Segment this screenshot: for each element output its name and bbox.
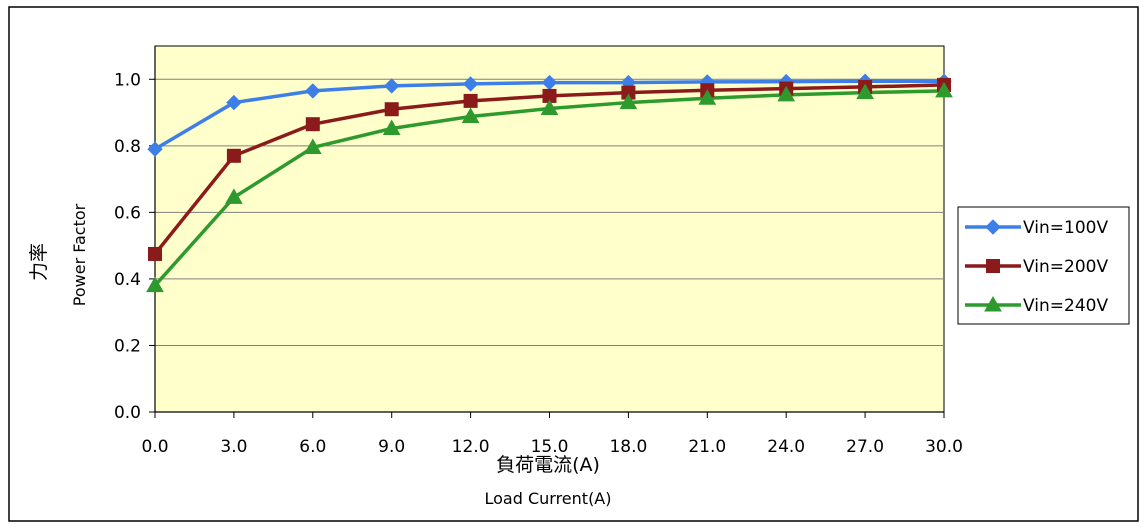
- x-tick-label: 3.0: [220, 437, 247, 457]
- data-point-series-3: [461, 107, 480, 124]
- y-tick-label: 0.0: [114, 403, 141, 423]
- y-tick-label: 0.2: [114, 336, 141, 356]
- data-point-series-3: [382, 119, 401, 136]
- data-point-series-1: [462, 76, 479, 92]
- data-point-series-3: [698, 89, 717, 105]
- legend: Vin=100V Vin=200V Vin=240V: [957, 206, 1130, 325]
- x-tick-label: 30.0: [925, 437, 963, 457]
- data-point-series-1: [383, 78, 400, 94]
- data-point-series-3: [146, 276, 164, 293]
- data-point-series-1: [305, 83, 321, 99]
- y-tick-labels: 0.0 0.2 0.4 0.6 0.8 1.0: [114, 70, 155, 423]
- data-point-series-2: [384, 102, 399, 117]
- legend-marker-3: [984, 295, 1002, 312]
- data-point-series-1: [226, 94, 242, 111]
- x-tick-label: 18.0: [609, 437, 647, 457]
- data-point-series-3: [303, 138, 322, 154]
- data-point-series-3: [856, 83, 874, 100]
- legend-marker-2: [986, 259, 1000, 273]
- x-tick-labels: 0.0 3.0 6.0 9.0 12.0 15.0 18.0 21.0 24.0 27.0 30.0: [141, 412, 963, 457]
- x-axis-title-en: Load Current(A): [485, 489, 612, 508]
- data-point-series-3: [777, 85, 796, 102]
- x-tick-label: 12.0: [452, 437, 490, 457]
- x-tick-label: 27.0: [846, 437, 884, 457]
- x-tick-label: 9.0: [378, 437, 405, 457]
- data-point-series-2: [463, 93, 478, 108]
- data-point-series-2: [226, 148, 241, 163]
- x-axis-title-jp: 負荷電流(A): [496, 454, 600, 476]
- data-point-series-3: [935, 81, 953, 98]
- y-axis-title-jp: 力率: [28, 243, 50, 281]
- x-tick-label: 21.0: [688, 437, 726, 457]
- data-point-series-3: [540, 99, 559, 116]
- y-tick-label: 0.4: [114, 270, 141, 290]
- data-point-series-3: [619, 93, 638, 110]
- legend-label-2: Vin=200V: [1023, 257, 1108, 277]
- legend-marker-1: [985, 219, 1001, 235]
- legend-label-3: Vin=240V: [1023, 296, 1108, 316]
- legend-label-1: Vin=100V: [1023, 218, 1108, 238]
- x-tick-label: 24.0: [767, 437, 805, 457]
- data-point-series-1: [147, 141, 163, 157]
- x-tick-label: 6.0: [299, 437, 326, 457]
- y-tick-label: 0.8: [114, 137, 141, 157]
- data-point-series-2: [305, 117, 320, 132]
- series-markers: [146, 73, 953, 293]
- data-point-series-2: [148, 246, 162, 261]
- y-tick-label: 1.0: [114, 70, 141, 90]
- data-point-series-3: [225, 188, 243, 204]
- x-tick-label: 0.0: [141, 437, 168, 457]
- y-axis-title-en: Power Factor: [70, 203, 89, 306]
- y-tick-label: 0.6: [114, 203, 141, 223]
- x-tick-label: 15.0: [531, 437, 569, 457]
